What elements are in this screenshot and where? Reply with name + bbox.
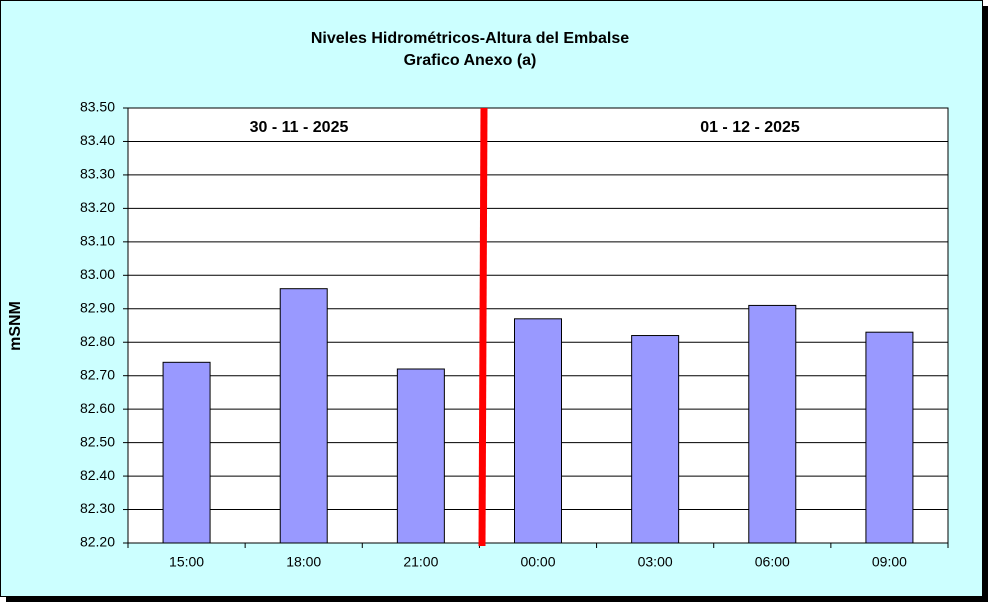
chart-title: Niveles Hidrométricos-Altura del Embalse (311, 30, 629, 47)
y-tick-label: 82.30 (80, 500, 115, 516)
y-tick-label: 82.70 (80, 366, 115, 382)
y-tick-label: 83.30 (80, 166, 115, 182)
x-tick-label: 00:00 (520, 554, 555, 570)
annotation: 01 - 12 - 2025 (700, 119, 800, 136)
bar (748, 304, 797, 544)
y-tick-label: 83.00 (80, 266, 115, 282)
x-tick-label: 21:00 (403, 554, 438, 570)
y-axis-label: mSNM (7, 301, 24, 351)
x-tick-label: 18:00 (286, 554, 321, 570)
bar (514, 318, 562, 544)
bar (865, 331, 914, 544)
y-tick-label: 83.40 (80, 132, 115, 148)
date-divider (478, 107, 488, 547)
y-tick-label: 82.20 (80, 534, 115, 550)
chart-subtitle: Grafico Anexo (a) (404, 52, 537, 69)
x-tick-label: 06:00 (755, 554, 790, 570)
y-tick-label: 82.80 (80, 333, 115, 349)
y-tick-label: 83.10 (80, 233, 115, 249)
x-tick-label: 09:00 (872, 554, 907, 570)
x-tick-label: 03:00 (638, 554, 673, 570)
y-tick-label: 82.50 (80, 433, 115, 449)
y-tick-label: 83.20 (80, 199, 115, 215)
bar (396, 368, 445, 544)
y-tick-label: 82.40 (80, 467, 115, 483)
bar (631, 335, 680, 544)
x-tick-label: 15:00 (169, 554, 204, 570)
y-tick-label: 82.90 (80, 299, 115, 315)
bar (279, 288, 328, 544)
y-tick-label: 82.60 (80, 400, 115, 416)
y-tick-label: 83.50 (80, 99, 115, 115)
bar (162, 361, 211, 544)
annotation: 30 - 11 - 2025 (250, 119, 349, 136)
